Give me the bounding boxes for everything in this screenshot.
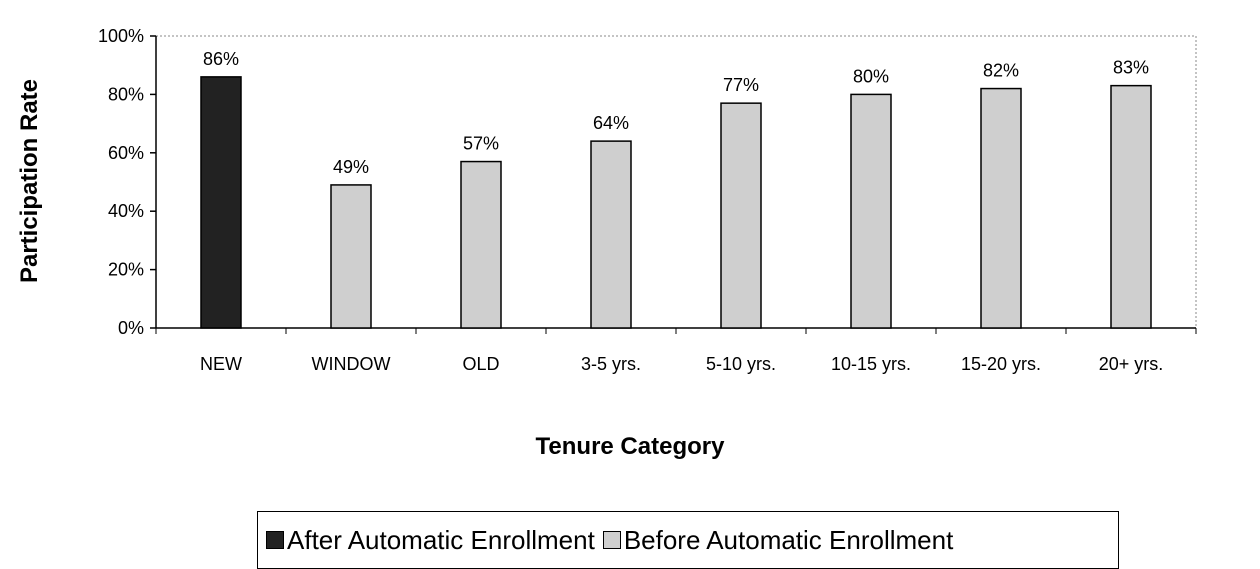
- data-label: 49%: [333, 157, 369, 177]
- x-tick-label: 15-20 yrs.: [961, 354, 1041, 374]
- data-label: 80%: [853, 66, 889, 86]
- data-label: 86%: [203, 49, 239, 69]
- plot-area-border: [155, 35, 1197, 329]
- x-tick-label: 3-5 yrs.: [581, 354, 641, 374]
- legend-label-after: After Automatic Enrollment: [287, 524, 595, 555]
- legend-swatch-after: [266, 531, 284, 549]
- bar: [980, 87, 1022, 329]
- y-tick-label: 0%: [118, 318, 144, 338]
- y-tick-label: 80%: [108, 84, 144, 104]
- legend-label-before: Before Automatic Enrollment: [623, 524, 954, 555]
- legend-swatch-before: [602, 531, 621, 549]
- bar: [200, 76, 242, 329]
- bar: [590, 140, 632, 329]
- data-label: 77%: [723, 75, 759, 95]
- bar: [330, 184, 372, 329]
- y-tick-label: 60%: [108, 143, 144, 163]
- bar: [460, 160, 502, 329]
- y-tick-label: 100%: [98, 26, 144, 46]
- legend: After Automatic Enrollment Before Automa…: [257, 511, 1119, 569]
- bar: [720, 102, 762, 329]
- bar: [850, 93, 892, 329]
- x-tick-label: 10-15 yrs.: [831, 354, 911, 374]
- y-tick-label: 20%: [108, 260, 144, 280]
- legend-item-before: Before Automatic Enrollment: [602, 524, 954, 556]
- x-tick-label: 5-10 yrs.: [706, 354, 776, 374]
- x-tick-label: NEW: [200, 354, 242, 374]
- y-tick-label: 40%: [108, 201, 144, 221]
- x-tick-label: OLD: [462, 354, 499, 374]
- x-axis-title: Tenure Category: [535, 433, 725, 460]
- y-axis-title: Participation Rate: [16, 78, 43, 284]
- data-label: 64%: [593, 113, 629, 133]
- data-label: 83%: [1113, 58, 1149, 78]
- bar: [1110, 84, 1152, 329]
- legend-item-after: After Automatic Enrollment: [266, 525, 595, 556]
- data-label: 57%: [463, 134, 499, 154]
- x-tick-label: 20+ yrs.: [1099, 354, 1164, 374]
- x-tick-label: WINDOW: [312, 354, 391, 374]
- data-label: 82%: [983, 61, 1019, 81]
